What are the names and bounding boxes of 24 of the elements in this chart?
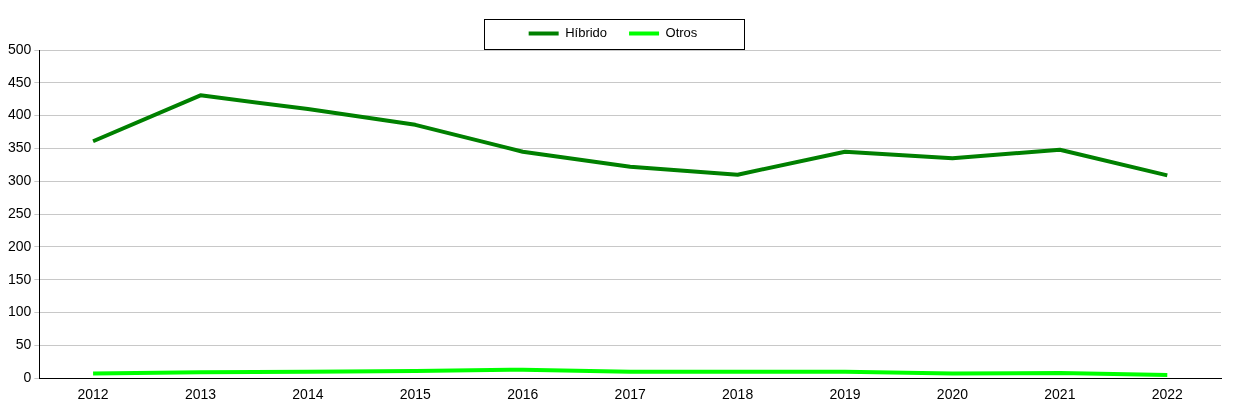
y-tick-label: 200 (8, 237, 32, 254)
x-tick-label: 2017 (614, 386, 646, 403)
y-tick-label: 450 (8, 73, 32, 90)
x-tick-label: 2020 (936, 386, 969, 403)
y-tick-label: 50 (15, 336, 32, 353)
legend-label: Otros (665, 25, 698, 41)
y-tick-label: 400 (8, 106, 32, 123)
x-tick-label: 2016 (507, 386, 539, 403)
y-tick-label: 250 (8, 204, 32, 221)
y-tick-label: 500 (8, 40, 32, 57)
legend-label: Híbrido (565, 25, 608, 41)
x-tick-label: 2012 (77, 386, 109, 403)
y-tick-label: 350 (8, 139, 32, 156)
x-tick-label: 2013 (184, 386, 217, 403)
y-tick-label: 0 (23, 369, 32, 386)
x-tick-label: 2018 (722, 386, 754, 403)
y-tick-label: 100 (8, 303, 32, 320)
x-tick-label: 2015 (399, 386, 432, 403)
x-tick-label: 2014 (292, 386, 324, 403)
x-tick-label: 2019 (829, 386, 861, 403)
y-tick-label: 300 (8, 172, 32, 189)
y-tick-label: 150 (8, 270, 32, 287)
x-tick-label: 2021 (1044, 386, 1076, 403)
x-tick-label: 2022 (1151, 386, 1184, 403)
